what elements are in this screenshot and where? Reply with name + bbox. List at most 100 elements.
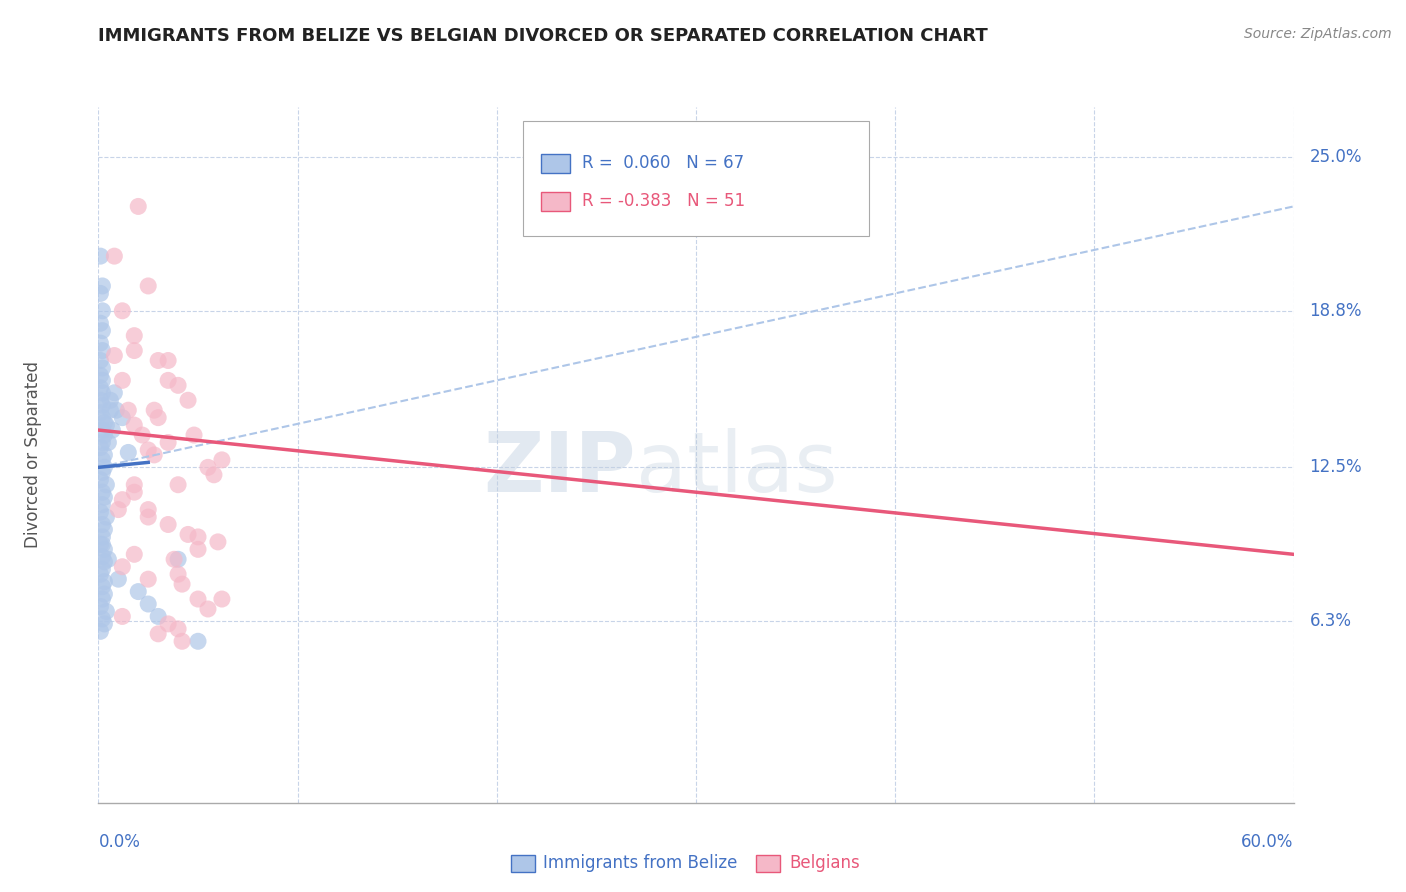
FancyBboxPatch shape xyxy=(523,121,869,235)
Text: ZIP: ZIP xyxy=(484,428,636,509)
Text: Belgians: Belgians xyxy=(789,855,860,872)
Point xyxy=(172,634,194,648)
Point xyxy=(136,442,159,457)
Point xyxy=(93,587,115,601)
Point xyxy=(89,316,111,330)
Point xyxy=(89,537,111,551)
Text: R =  0.060   N = 67: R = 0.060 N = 67 xyxy=(582,153,745,171)
Point xyxy=(96,477,118,491)
Point xyxy=(163,552,186,566)
Point xyxy=(91,385,114,400)
Point xyxy=(177,527,200,541)
Point xyxy=(91,361,114,376)
Point xyxy=(89,505,111,519)
Point xyxy=(89,368,111,383)
Point xyxy=(91,549,114,564)
Point xyxy=(167,477,190,491)
Text: 18.8%: 18.8% xyxy=(1309,301,1362,320)
Point xyxy=(211,592,233,607)
Point xyxy=(96,605,118,619)
Point xyxy=(89,286,111,301)
Bar xyxy=(510,855,534,872)
Point xyxy=(105,403,128,417)
Point xyxy=(91,324,114,338)
Point xyxy=(111,609,134,624)
Text: 6.3%: 6.3% xyxy=(1309,613,1351,631)
Point xyxy=(91,410,114,425)
Point xyxy=(89,336,111,351)
Point xyxy=(111,303,134,318)
Point xyxy=(103,249,125,263)
Point xyxy=(91,303,114,318)
Point xyxy=(117,445,139,459)
Point xyxy=(124,418,146,433)
Point xyxy=(97,552,120,566)
Bar xyxy=(540,192,571,211)
Point xyxy=(187,634,209,648)
Point xyxy=(103,349,125,363)
Point xyxy=(124,547,146,561)
Point xyxy=(111,373,134,387)
Point xyxy=(89,441,111,455)
Point xyxy=(91,592,114,607)
Point xyxy=(167,622,190,636)
Point xyxy=(91,343,114,358)
Point xyxy=(93,490,115,504)
Point xyxy=(183,428,205,442)
Point xyxy=(93,448,115,462)
Point xyxy=(96,418,118,433)
Point xyxy=(187,530,209,544)
Point xyxy=(211,453,233,467)
Point xyxy=(157,435,180,450)
Point xyxy=(177,393,200,408)
Point xyxy=(96,510,118,524)
Point xyxy=(136,510,159,524)
Point xyxy=(124,485,146,500)
Point xyxy=(89,624,111,639)
Point xyxy=(89,393,111,408)
Text: 60.0%: 60.0% xyxy=(1241,832,1294,851)
Point xyxy=(91,373,114,387)
Point xyxy=(157,616,180,631)
Point xyxy=(91,423,114,437)
Point xyxy=(93,542,115,557)
Point xyxy=(98,403,122,417)
Point xyxy=(89,353,111,368)
Point xyxy=(172,577,194,591)
Point xyxy=(91,485,114,500)
Point xyxy=(136,572,159,586)
Point xyxy=(111,559,134,574)
Point xyxy=(103,385,125,400)
Point xyxy=(93,460,115,475)
Point xyxy=(148,627,170,641)
Point xyxy=(93,416,115,430)
Point xyxy=(97,435,120,450)
Point xyxy=(91,517,114,532)
Point xyxy=(136,597,159,611)
Point xyxy=(91,498,114,512)
Point xyxy=(91,398,114,412)
Point xyxy=(124,343,146,358)
Point xyxy=(101,423,124,437)
Point xyxy=(89,406,111,420)
Point xyxy=(91,537,114,551)
Bar xyxy=(756,855,779,872)
Point xyxy=(207,534,229,549)
Point xyxy=(93,428,115,442)
Point xyxy=(93,616,115,631)
Text: Source: ZipAtlas.com: Source: ZipAtlas.com xyxy=(1244,27,1392,41)
Point xyxy=(167,378,190,392)
Point xyxy=(124,328,146,343)
Point xyxy=(89,249,111,263)
Point xyxy=(91,530,114,544)
Point xyxy=(202,467,225,482)
Bar xyxy=(540,153,571,173)
Text: 12.5%: 12.5% xyxy=(1309,458,1362,476)
Text: atlas: atlas xyxy=(636,428,838,509)
Point xyxy=(111,492,134,507)
Point xyxy=(136,279,159,293)
Point xyxy=(107,572,129,586)
Point xyxy=(91,580,114,594)
Text: Immigrants from Belize: Immigrants from Belize xyxy=(543,855,737,872)
Point xyxy=(89,473,111,487)
